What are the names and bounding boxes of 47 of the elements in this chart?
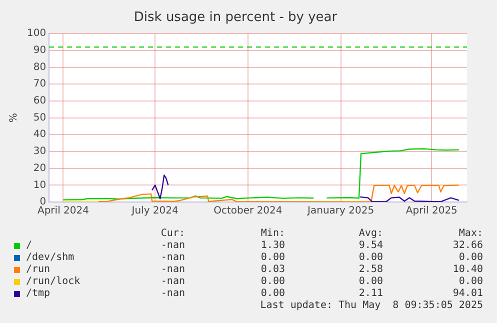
text: 1.30 xyxy=(260,240,285,251)
legend-label: /tmp xyxy=(26,288,50,299)
text: -nan xyxy=(160,240,185,251)
text: Last update: Thu May 8 09:35:05 2025 xyxy=(260,300,483,311)
text: -nan xyxy=(160,288,185,299)
chart-title: Disk usage in percent - by year xyxy=(134,10,338,26)
y-tick-label: 20 xyxy=(33,162,46,174)
y-tick-label: 40 xyxy=(33,129,46,140)
legend-label: /dev/shm xyxy=(26,252,74,263)
text: 2.58 xyxy=(358,264,383,275)
legend-label: /run xyxy=(26,264,50,275)
y-tick-label: 30 xyxy=(33,146,46,158)
y-tick-label: 100 xyxy=(26,28,46,40)
text: 10.40 xyxy=(452,264,483,275)
text: 0.00 xyxy=(358,252,383,263)
text: 94.01 xyxy=(452,288,483,299)
text: 0.03 xyxy=(260,264,285,275)
text: -nan xyxy=(160,276,185,287)
x-tick-label: January 2025 xyxy=(306,206,374,217)
y-tick-label: 60 xyxy=(33,96,46,107)
y-axis-title: % xyxy=(8,113,20,123)
text: -nan xyxy=(160,252,185,263)
x-tick-label: July 2024 xyxy=(130,206,178,217)
text: -nan xyxy=(160,264,185,275)
x-tick-label: April 2025 xyxy=(406,206,458,217)
y-tick-label: 10 xyxy=(33,180,46,191)
x-tick-label: October 2024 xyxy=(214,206,282,217)
text: 0.00 xyxy=(260,252,285,263)
text: 9.54 xyxy=(358,240,383,251)
y-tick-label: 70 xyxy=(33,78,46,90)
legend-label: /run/lock xyxy=(26,276,80,287)
y-tick-label: 50 xyxy=(33,112,46,124)
text: Cur: xyxy=(160,228,185,239)
x-tick-label: April 2024 xyxy=(37,206,89,217)
text: 0.00 xyxy=(260,276,285,287)
text: 2.11 xyxy=(358,288,383,299)
y-tick-label: 80 xyxy=(33,62,46,73)
text: 0.00 xyxy=(458,276,483,287)
text: Avg: xyxy=(358,228,383,239)
text: 0.00 xyxy=(260,288,285,299)
text: 0.00 xyxy=(458,252,483,263)
legend-label: / xyxy=(26,240,32,251)
text: 0.00 xyxy=(358,276,383,287)
text: Max: xyxy=(458,228,483,239)
text: 32.66 xyxy=(452,240,483,251)
text: Min: xyxy=(260,228,285,239)
y-tick-label: 90 xyxy=(33,45,46,56)
